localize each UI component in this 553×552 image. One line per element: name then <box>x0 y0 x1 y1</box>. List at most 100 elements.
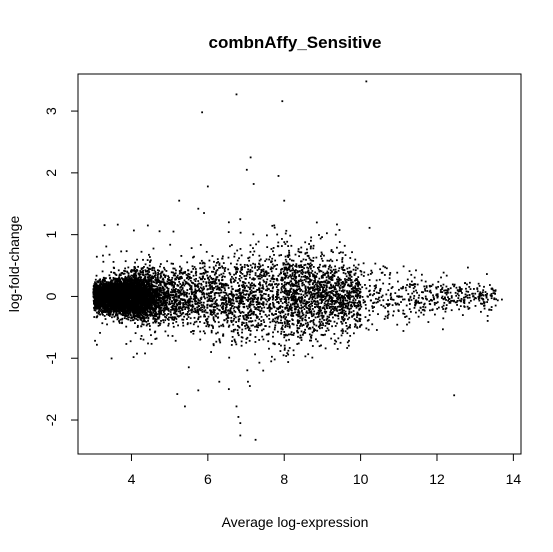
data-point <box>192 268 194 270</box>
data-point <box>284 292 286 294</box>
data-point <box>320 294 322 296</box>
data-point <box>228 312 230 314</box>
data-point <box>355 267 357 269</box>
data-point <box>273 314 275 316</box>
data-point <box>232 324 234 326</box>
data-point <box>316 330 318 332</box>
data-point <box>113 267 115 269</box>
data-point <box>221 265 223 267</box>
data-point <box>248 329 250 331</box>
data-point <box>247 326 249 328</box>
data-points <box>92 81 502 441</box>
data-point <box>217 261 219 263</box>
data-point <box>266 316 268 318</box>
data-point <box>207 271 209 273</box>
data-point <box>387 305 389 307</box>
data-point <box>204 293 206 295</box>
data-point <box>329 314 331 316</box>
data-point <box>283 331 285 333</box>
data-point <box>438 307 440 309</box>
data-point <box>323 319 325 321</box>
data-point <box>297 304 299 306</box>
data-point <box>293 260 295 262</box>
data-point <box>317 281 319 283</box>
data-point <box>328 323 330 325</box>
data-point <box>157 269 159 271</box>
data-point <box>284 347 286 349</box>
data-point <box>222 324 224 326</box>
data-point <box>150 259 152 261</box>
data-point <box>192 265 194 267</box>
data-point <box>409 303 411 305</box>
data-point <box>376 292 378 294</box>
data-point <box>246 273 248 275</box>
data-point <box>137 266 139 268</box>
data-point <box>292 293 294 295</box>
data-point <box>247 308 249 310</box>
data-point <box>196 312 198 314</box>
data-point <box>194 321 196 323</box>
data-point <box>365 287 367 289</box>
data-point <box>147 267 149 269</box>
data-point <box>210 277 212 279</box>
data-point <box>147 343 149 345</box>
data-point <box>280 319 282 321</box>
data-point <box>346 315 348 317</box>
data-point <box>285 264 287 266</box>
data-point <box>442 328 444 330</box>
data-point <box>313 310 315 312</box>
data-point <box>249 314 251 316</box>
data-point <box>450 287 452 289</box>
data-point <box>345 322 347 324</box>
data-point <box>338 270 340 272</box>
data-point <box>340 251 342 253</box>
data-point <box>225 307 227 309</box>
data-point <box>321 253 323 255</box>
data-point <box>285 233 287 235</box>
data-point <box>336 259 338 261</box>
data-point <box>237 325 239 327</box>
data-point <box>274 327 276 329</box>
data-point <box>196 321 198 323</box>
data-point <box>141 251 143 253</box>
data-point <box>282 306 284 308</box>
data-point <box>172 335 174 337</box>
data-point <box>402 310 404 312</box>
data-point <box>319 264 321 266</box>
data-point <box>341 312 343 314</box>
data-point <box>262 284 264 286</box>
data-point <box>245 314 247 316</box>
data-point <box>255 320 257 322</box>
data-point <box>310 268 312 270</box>
data-point <box>195 280 197 282</box>
data-point <box>361 286 363 288</box>
data-point <box>224 319 226 321</box>
data-point <box>302 334 304 336</box>
data-point <box>242 337 244 339</box>
data-point <box>341 322 343 324</box>
data-point <box>198 313 200 315</box>
data-point <box>434 304 436 306</box>
data-point <box>422 306 424 308</box>
data-point <box>145 281 147 283</box>
data-point <box>415 269 417 271</box>
data-point <box>170 291 172 293</box>
data-point <box>237 282 239 284</box>
data-point <box>231 276 233 278</box>
data-point <box>319 323 321 325</box>
data-point <box>167 335 169 337</box>
data-point <box>478 300 480 302</box>
data-point <box>170 311 172 313</box>
data-point <box>348 317 350 319</box>
data-point <box>258 241 260 243</box>
data-point <box>446 294 448 296</box>
data-point <box>244 282 246 284</box>
data-point <box>487 315 489 317</box>
data-point <box>489 284 491 286</box>
data-point <box>319 321 321 323</box>
data-point <box>233 308 235 310</box>
data-point <box>262 264 264 266</box>
data-point <box>200 316 202 318</box>
data-point <box>278 343 280 345</box>
data-point <box>101 322 103 324</box>
